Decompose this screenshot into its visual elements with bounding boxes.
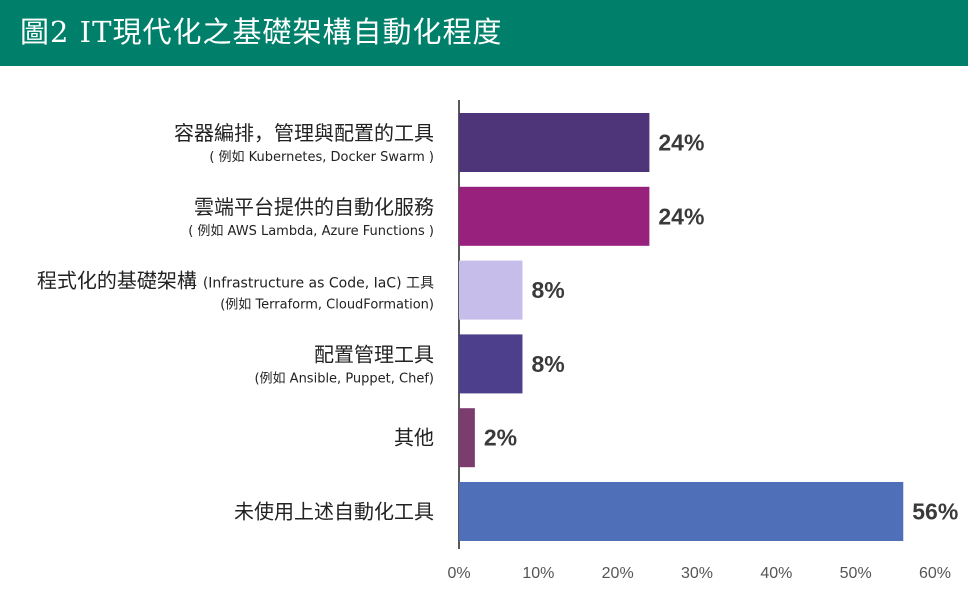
value-label-4: 2% [484,425,517,451]
bar-0 [459,113,650,172]
x-tick-label-3: 30% [681,565,713,582]
category-sublabel-3: (例如 Ansible, Puppet, Chef) [254,370,434,386]
category-sublabel-0: ( 例如 Kubernetes, Docker Swarm ) [209,149,434,165]
bar-2 [459,260,523,320]
category-main-0: 容器編排，管理與配置的工具 [174,121,434,145]
value-labels: 24% 24% 8% 8% 2% 56% [484,130,958,525]
category-sublabel-2: (例如 Terraform, CloudFormation) [220,297,434,313]
category-main-1: 雲端平台提供的自動化服務 [194,195,434,219]
category-label-4: 其他 [394,426,434,450]
x-axis-ticks: 0% 10% 20% 30% 40% 50% 60% [447,565,951,582]
category-main-2: 程式化的基礎架構 [37,269,197,293]
bar-5 [459,482,904,541]
x-tick-label-6: 60% [919,565,951,582]
x-tick-label-5: 50% [840,565,872,582]
category-sublabel-1: ( 例如 AWS Lambda, Azure Functions ) [188,223,434,239]
bar-3 [459,334,523,394]
category-main-5: 未使用上述自動化工具 [234,500,434,524]
category-label-5: 未使用上述自動化工具 [234,500,434,524]
bar-4 [459,408,475,468]
category-label-0: 容器編排，管理與配置的工具 [174,121,434,145]
bars-group [459,113,904,541]
x-tick-label-2: 20% [602,565,634,582]
value-label-5: 56% [912,499,958,525]
value-label-2: 8% [531,277,564,303]
category-label-1: 雲端平台提供的自動化服務 [194,195,434,219]
category-labels: 容器編排，管理與配置的工具 ( 例如 Kubernetes, Docker Swa… [37,121,434,524]
bar-chart: 容器編排，管理與配置的工具 ( 例如 Kubernetes, Docker Swa… [37,100,958,582]
value-label-1: 24% [658,203,704,229]
chart-title: 圖2 IT現代化之基礎架構自動化程度 [20,15,503,49]
value-label-0: 24% [658,130,704,156]
category-main-3: 配置管理工具 [314,342,434,366]
title-banner: 圖2 IT現代化之基礎架構自動化程度 [0,0,968,66]
category-label-3: 配置管理工具 [314,342,434,366]
x-tick-label-1: 10% [522,565,554,582]
x-tick-label-0: 0% [447,565,470,582]
category-inline-2: (Infrastructure as Code, IaC) 工具 [203,276,434,292]
category-main-4: 其他 [394,426,434,450]
bar-1 [459,186,650,246]
value-label-3: 8% [531,351,564,377]
x-tick-label-4: 40% [760,565,792,582]
category-label-2: 程式化的基礎架構 (Infrastructure as Code, IaC) 工具 [37,269,434,293]
